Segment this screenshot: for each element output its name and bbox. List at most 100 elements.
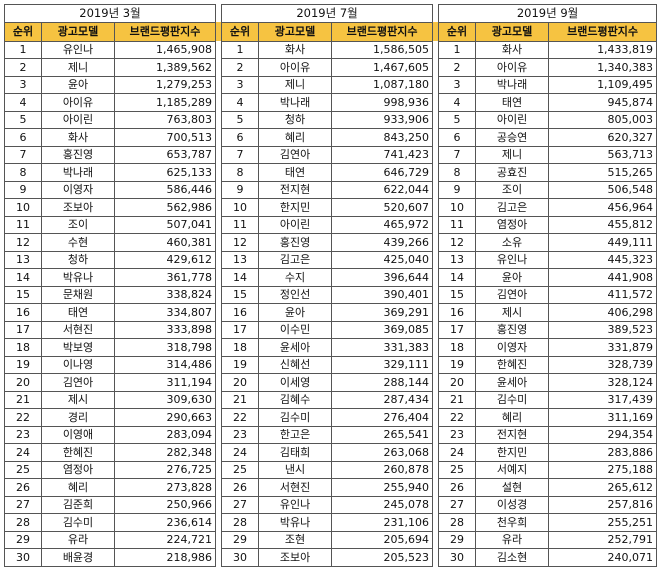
model-name-cell: 박나래 (475, 75, 550, 94)
score-cell: 1,340,383 (548, 58, 658, 77)
model-name-cell: 제시 (475, 303, 550, 322)
rank-cell: 14 (221, 268, 260, 287)
rank-cell: 5 (4, 110, 42, 129)
score-cell: 288,144 (331, 373, 434, 392)
score-cell: 805,003 (548, 110, 658, 129)
score-cell: 741,423 (331, 145, 434, 164)
model-name-cell: 제니 (258, 75, 333, 94)
rank-cell: 10 (221, 198, 260, 217)
rank-cell: 2 (221, 58, 260, 77)
score-cell: 998,936 (331, 93, 434, 112)
score-cell: 396,644 (331, 268, 434, 287)
score-cell: 507,041 (113, 215, 217, 234)
model-name-cell: 한지민 (258, 198, 333, 217)
score-cell: 290,663 (113, 408, 217, 427)
table-row: 1 유인나 1,465,908 1 화사 1,586,505 1 화사 1,433,819 (4, 40, 658, 59)
score-cell: 276,725 (113, 460, 217, 479)
score-cell: 331,879 (548, 338, 658, 357)
score-cell: 260,878 (331, 460, 434, 479)
brand-reputation-tables: 2019년 3월 2019년 7월 2019년 9월 순위 광고모델 브랜드평판… (3, 4, 658, 567)
rank-cell: 25 (438, 460, 477, 479)
model-name-cell: 김고은 (258, 250, 333, 269)
rank-cell: 14 (4, 268, 42, 287)
score-cell: 389,523 (548, 320, 658, 339)
model-name-cell: 혜리 (475, 408, 550, 427)
table-row: 15 문채원 338,824 15 정인선 390,401 15 김연아 411,572 (4, 285, 658, 304)
rank-cell: 14 (438, 268, 477, 287)
rank-cell: 12 (438, 233, 477, 252)
model-name-cell: 정인선 (258, 285, 333, 304)
table-row: 13 청하 429,612 13 김고은 425,040 13 유인나 445,323 (4, 250, 658, 269)
model-name-cell: 홍진영 (475, 320, 550, 339)
score-cell: 441,908 (548, 268, 658, 287)
period-title-july: 2019년 7월 (221, 4, 434, 23)
score-cell: 1,279,253 (113, 75, 217, 94)
model-name-cell: 서현진 (258, 478, 333, 497)
table-row: 9 이영자 586,446 9 전지현 622,044 9 조이 506,548 (4, 180, 658, 199)
rank-cell: 4 (4, 93, 42, 112)
model-name-cell: 김소현 (475, 548, 550, 567)
score-cell: 700,513 (113, 128, 217, 147)
model-name-cell: 조보아 (41, 198, 115, 217)
score-cell: 1,467,605 (331, 58, 434, 77)
model-name-cell: 아이린 (258, 215, 333, 234)
score-cell: 236,614 (113, 513, 217, 532)
model-name-cell: 낸시 (258, 460, 333, 479)
rank-cell: 4 (438, 93, 477, 112)
score-cell: 390,401 (331, 285, 434, 304)
model-name-cell: 홍진영 (258, 233, 333, 252)
score-cell: 257,816 (548, 495, 658, 514)
model-name-cell: 제니 (475, 145, 550, 164)
model-name-cell: 화사 (41, 128, 115, 147)
score-cell: 945,874 (548, 93, 658, 112)
rank-cell: 11 (221, 215, 260, 234)
rank-cell: 8 (438, 163, 477, 182)
model-name-cell: 윤세아 (475, 373, 550, 392)
table-row: 18 박보영 318,798 18 윤세아 331,383 18 이영자 331,879 (4, 338, 658, 357)
model-name-cell: 전지현 (258, 180, 333, 199)
ranking-table: 2019년 3월 2019년 7월 2019년 9월 순위 광고모델 브랜드평판… (3, 4, 658, 567)
score-cell: 255,251 (548, 513, 658, 532)
table-row: 16 태연 334,807 16 윤아 369,291 16 제시 406,298 (4, 303, 658, 322)
rank-header: 순위 (4, 21, 42, 42)
table-row: 27 김준희 250,966 27 유인나 245,078 27 이성경 257,816 (4, 495, 658, 514)
rank-cell: 26 (4, 478, 42, 497)
model-name-cell: 김수미 (41, 513, 115, 532)
model-name-cell: 윤세아 (258, 338, 333, 357)
model-name-cell: 화사 (475, 40, 550, 59)
score-cell: 455,812 (548, 215, 658, 234)
table-row: 21 제시 309,630 21 김혜수 287,434 21 김수미 317,439 (4, 390, 658, 409)
model-name-cell: 공효진 (475, 163, 550, 182)
score-cell: 445,323 (548, 250, 658, 269)
score-cell: 586,446 (113, 180, 217, 199)
table-row: 7 홍진영 653,787 7 김연아 741,423 7 제니 563,713 (4, 145, 658, 164)
table-row: 4 아이유 1,185,289 4 박나래 998,936 4 태연 945,874 (4, 93, 658, 112)
table-row: 28 김수미 236,614 28 박유나 231,106 28 천우희 255,251 (4, 513, 658, 532)
model-name-cell: 김준희 (41, 495, 115, 514)
rank-cell: 7 (4, 145, 42, 164)
rank-cell: 22 (221, 408, 260, 427)
table-row: 6 화사 700,513 6 혜리 843,250 6 공승연 620,327 (4, 128, 658, 147)
table-row: 2 제니 1,389,562 2 아이유 1,467,605 2 아이유 1,340,383 (4, 58, 658, 77)
model-name-cell: 김연아 (258, 145, 333, 164)
rank-cell: 20 (438, 373, 477, 392)
rank-cell: 23 (4, 425, 42, 444)
rank-cell: 13 (4, 250, 42, 269)
period-row: 2019년 3월 2019년 7월 2019년 9월 (3, 4, 658, 23)
rank-cell: 28 (438, 513, 477, 532)
model-name-cell: 한고은 (258, 425, 333, 444)
model-name-cell: 제시 (41, 390, 115, 409)
score-cell: 275,188 (548, 460, 658, 479)
model-name-cell: 수지 (258, 268, 333, 287)
rank-cell: 15 (4, 285, 42, 304)
rank-cell: 24 (4, 443, 42, 462)
score-header: 브랜드평판지수 (548, 21, 658, 42)
rank-cell: 8 (4, 163, 42, 182)
rank-cell: 21 (4, 390, 42, 409)
model-name-cell: 혜리 (258, 128, 333, 147)
rank-cell: 25 (4, 460, 42, 479)
rank-cell: 2 (438, 58, 477, 77)
table-row: 5 아이린 763,803 5 청하 933,906 5 아이린 805,003 (4, 110, 658, 129)
score-cell: 763,803 (113, 110, 217, 129)
model-name-cell: 윤아 (475, 268, 550, 287)
